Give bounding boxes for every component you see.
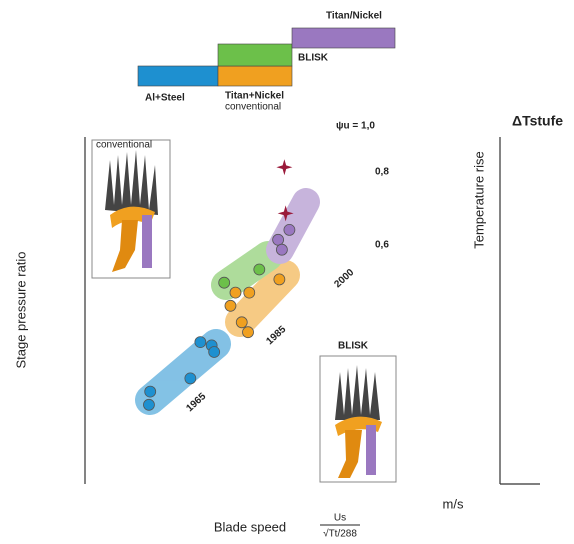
point: [208, 346, 221, 358]
blade-illustration: [335, 365, 382, 478]
point: [229, 286, 242, 299]
point: [144, 385, 157, 398]
y2-axis-label: Temperature rise: [471, 151, 486, 249]
star-point: [277, 205, 294, 222]
point: [235, 316, 248, 329]
point: [283, 223, 296, 236]
x-formula-num: Us: [334, 513, 346, 524]
x-unit: m/s: [443, 496, 464, 511]
point: [218, 276, 231, 289]
curve-label: ψu = 1,0: [336, 121, 375, 132]
point: [273, 273, 286, 286]
blade-illustration: [105, 150, 158, 272]
curve-label: 0,8: [375, 167, 389, 178]
marks: [143, 159, 296, 411]
curve-label: 0,6: [375, 240, 389, 251]
point: [253, 263, 266, 276]
band: [211, 241, 283, 300]
legend-swatch: [291, 27, 396, 49]
insets: conventional BLISK: [91, 139, 397, 483]
legend-label: Titan/Nickel: [326, 11, 382, 22]
legend-label: Al+Steel: [145, 93, 185, 104]
legend-swatch: [217, 65, 293, 87]
legend-note: conventional: [225, 102, 281, 113]
point: [224, 299, 237, 312]
point: [272, 233, 285, 246]
year-label: 1965: [184, 391, 208, 414]
point: [242, 326, 254, 339]
legend: Al+Steel Titan+Nickel BLISK Titan/Nickel con…: [137, 11, 396, 113]
legend-swatch: [217, 43, 293, 67]
point: [194, 336, 207, 349]
x-axis-label: Blade speed: [214, 519, 286, 534]
star-point: [276, 159, 293, 176]
inset-label: conventional: [96, 140, 152, 151]
x-formula-den: √Tt/288: [323, 528, 357, 540]
point: [275, 243, 288, 256]
y-axis-label: Stage pressure ratio: [13, 251, 28, 368]
year-label: 2000: [332, 267, 356, 290]
legend-label: Titan+Nickel: [225, 91, 284, 102]
legend-swatch: [137, 65, 219, 87]
axes: [84, 137, 540, 485]
legend-label: BLISK: [298, 53, 329, 64]
inset-label: BLISK: [338, 341, 369, 352]
band: [135, 329, 231, 415]
y2-symbol: ΔTstufe: [512, 113, 563, 129]
point: [143, 398, 155, 411]
point: [184, 372, 197, 385]
point: [243, 286, 256, 299]
year-label: 1985: [264, 324, 288, 347]
